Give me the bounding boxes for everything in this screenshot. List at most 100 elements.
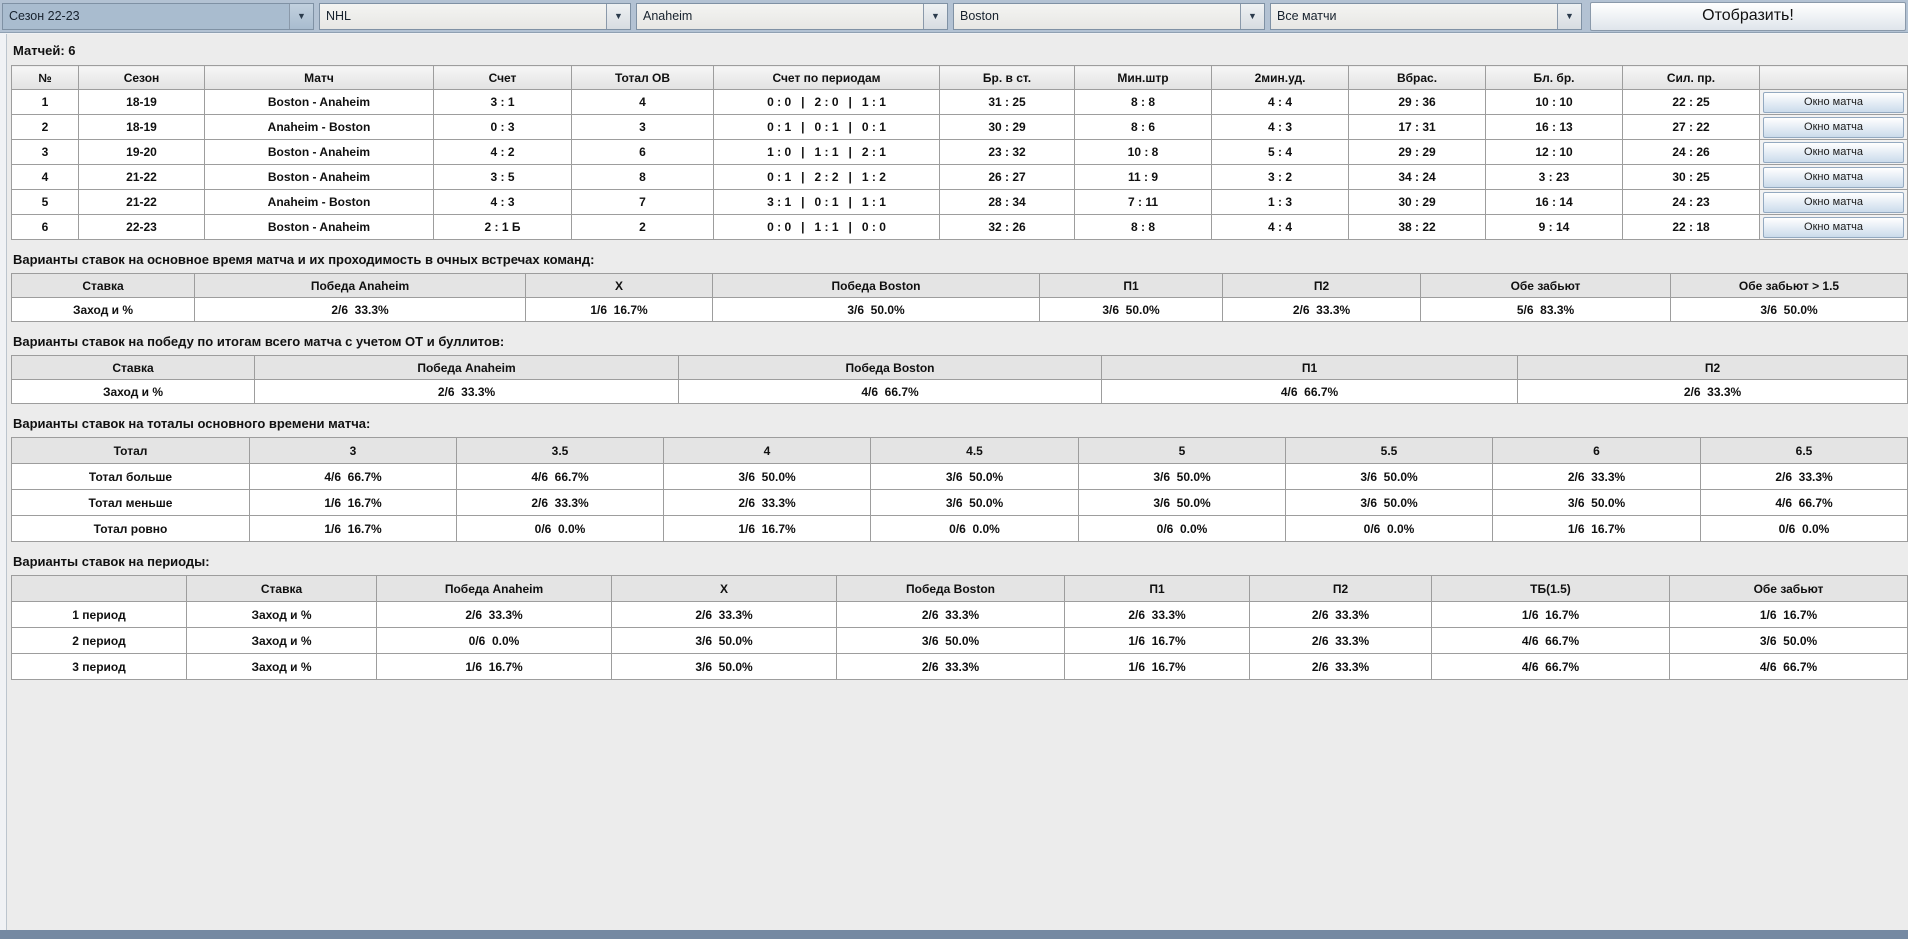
col-header-stake: Ставка	[186, 575, 377, 602]
cell-num: 6	[11, 214, 79, 240]
cell-pen-min: 10 : 8	[1074, 139, 1212, 165]
cell-blocks: 16 : 14	[1485, 189, 1623, 215]
cell-window: Окно матча	[1759, 189, 1908, 215]
cell-value: 0/6 0.0%	[1700, 515, 1908, 542]
cell-match: Boston - Anaheim	[204, 89, 434, 115]
col-header-btts: Обе забьют	[1669, 575, 1908, 602]
col-header-over15: ТБ(1.5)	[1431, 575, 1670, 602]
cell-value: 2/6 33.3%	[194, 297, 526, 322]
cell-value: 4/6 66.7%	[1431, 653, 1670, 680]
chevron-down-icon[interactable]: ▼	[1240, 3, 1264, 29]
col-header-p1: П1	[1064, 575, 1250, 602]
match-filter-select[interactable]: Все матчи ▼	[1270, 2, 1582, 30]
totals-header-row: Тотал 3 3.5 4 4.5 5 5.5 6 6.5	[11, 437, 1908, 464]
cell-faceoffs: 29 : 29	[1348, 139, 1486, 165]
cell-blocks: 3 : 23	[1485, 164, 1623, 190]
cell-value: 1/6 16.7%	[249, 489, 457, 516]
match-window-button[interactable]: Окно матча	[1763, 91, 1904, 113]
cell-faceoffs: 30 : 29	[1348, 189, 1486, 215]
season-select-value: Сезон 22-23	[9, 9, 80, 23]
cell-value: 1/6 16.7%	[1669, 601, 1908, 628]
cell-value: 2/6 33.3%	[1492, 463, 1701, 490]
match-window-button[interactable]: Окно матча	[1763, 141, 1904, 163]
chevron-down-icon[interactable]: ▼	[923, 3, 947, 29]
cell-shots: 23 : 32	[939, 139, 1075, 165]
cell-window: Окно матча	[1759, 139, 1908, 165]
col-header-total-ov: Тотал ОВ	[571, 65, 714, 90]
league-select[interactable]: NHL ▼	[319, 2, 631, 30]
cell-blocks: 10 : 10	[1485, 89, 1623, 115]
main-time-bets-table: Ставка Победа Anaheim X Победа Boston П1…	[11, 273, 1908, 322]
show-button[interactable]: Отобразить!	[1590, 1, 1906, 31]
col-header-p1: П1	[1101, 355, 1518, 380]
cell-shots: 32 : 26	[939, 214, 1075, 240]
chevron-down-icon[interactable]: ▼	[1557, 3, 1581, 29]
bets-data-row: Заход и % 2/6 33.3% 4/6 66.7% 4/6 66.7% …	[11, 379, 1908, 404]
team2-select[interactable]: Boston ▼	[953, 2, 1265, 30]
row-label: Заход и %	[11, 379, 255, 404]
totals-row-exact: Тотал ровно 1/6 16.7% 0/6 0.0% 1/6 16.7%…	[11, 515, 1908, 542]
col-header-match: Матч	[204, 65, 434, 90]
row-label: Заход и %	[11, 297, 195, 322]
cell-pp: 24 : 23	[1622, 189, 1760, 215]
cell-value: 2/6 33.3%	[1700, 463, 1908, 490]
cell-value: 3/6 50.0%	[611, 627, 837, 654]
section-title-totals: Варианты ставок на тоталы основного врем…	[13, 416, 371, 431]
cell-value: 4/6 66.7%	[678, 379, 1102, 404]
cell-blocks: 9 : 14	[1485, 214, 1623, 240]
cell-value: 1/6 16.7%	[1064, 653, 1250, 680]
col-header-p2: П2	[1222, 273, 1421, 298]
cell-pen2: 1 : 3	[1211, 189, 1349, 215]
cell-value: 2/6 33.3%	[1249, 653, 1432, 680]
match-window-button[interactable]: Окно матча	[1763, 116, 1904, 138]
season-select[interactable]: Сезон 22-23 ▼	[2, 2, 314, 30]
chevron-down-icon[interactable]: ▼	[289, 3, 313, 29]
col-header-btts-over: Обе забьют > 1.5	[1670, 273, 1908, 298]
cell-value: 1/6 16.7%	[1064, 627, 1250, 654]
cell-blocks: 12 : 10	[1485, 139, 1623, 165]
col-header-p2: П2	[1517, 355, 1908, 380]
cell-value: 3/6 50.0%	[836, 627, 1065, 654]
cell-window: Окно матча	[1759, 164, 1908, 190]
match-window-button[interactable]: Окно матча	[1763, 166, 1904, 188]
cell-pp: 22 : 25	[1622, 89, 1760, 115]
cell-value: 2/6 33.3%	[663, 489, 871, 516]
cell-score: 3 : 5	[433, 164, 572, 190]
cell-shots: 30 : 29	[939, 114, 1075, 140]
cell-shots: 31 : 25	[939, 89, 1075, 115]
league-select-value: NHL	[326, 9, 352, 23]
col-header-p2: П2	[1249, 575, 1432, 602]
match-window-button[interactable]: Окно матча	[1763, 216, 1904, 238]
cell-total-ov: 8	[571, 164, 714, 190]
cell-periods: 0 : 0 | 1 : 1 | 0 : 0	[713, 214, 940, 240]
section-title-periods: Варианты ставок на периоды:	[13, 554, 210, 569]
cell-value: 0/6 0.0%	[1285, 515, 1493, 542]
cell-periods: 0 : 0 | 2 : 0 | 1 : 1	[713, 89, 940, 115]
row-bet-label: Заход и %	[186, 601, 377, 628]
period-row: 2 период Заход и % 0/6 0.0% 3/6 50.0% 3/…	[11, 627, 1908, 654]
col-header-empty	[11, 575, 187, 602]
cell-value: 3/6 50.0%	[712, 297, 1040, 322]
team1-select[interactable]: Anaheim ▼	[636, 2, 948, 30]
cell-score: 4 : 2	[433, 139, 572, 165]
cell-total-ov: 3	[571, 114, 714, 140]
row-label: 1 период	[11, 601, 187, 628]
bets-data-row: Заход и % 2/6 33.3% 1/6 16.7% 3/6 50.0% …	[11, 297, 1908, 322]
cell-value: 2/6 33.3%	[836, 653, 1065, 680]
cell-match: Anaheim - Boston	[204, 114, 434, 140]
col-header-p1: П1	[1039, 273, 1223, 298]
cell-season: 18-19	[78, 114, 205, 140]
matches-header-row: № Сезон Матч Счет Тотал ОВ Счет по перио…	[11, 65, 1908, 90]
chevron-down-icon[interactable]: ▼	[606, 3, 630, 29]
cell-value: 1/6 16.7%	[525, 297, 713, 322]
match-window-button[interactable]: Окно матча	[1763, 191, 1904, 213]
row-label: 3 период	[11, 653, 187, 680]
cell-value: 2/6 33.3%	[1222, 297, 1421, 322]
cell-value: 1/6 16.7%	[663, 515, 871, 542]
cell-value: 4/6 66.7%	[1669, 653, 1908, 680]
cell-num: 1	[11, 89, 79, 115]
col-header-line: 5.5	[1285, 437, 1493, 464]
